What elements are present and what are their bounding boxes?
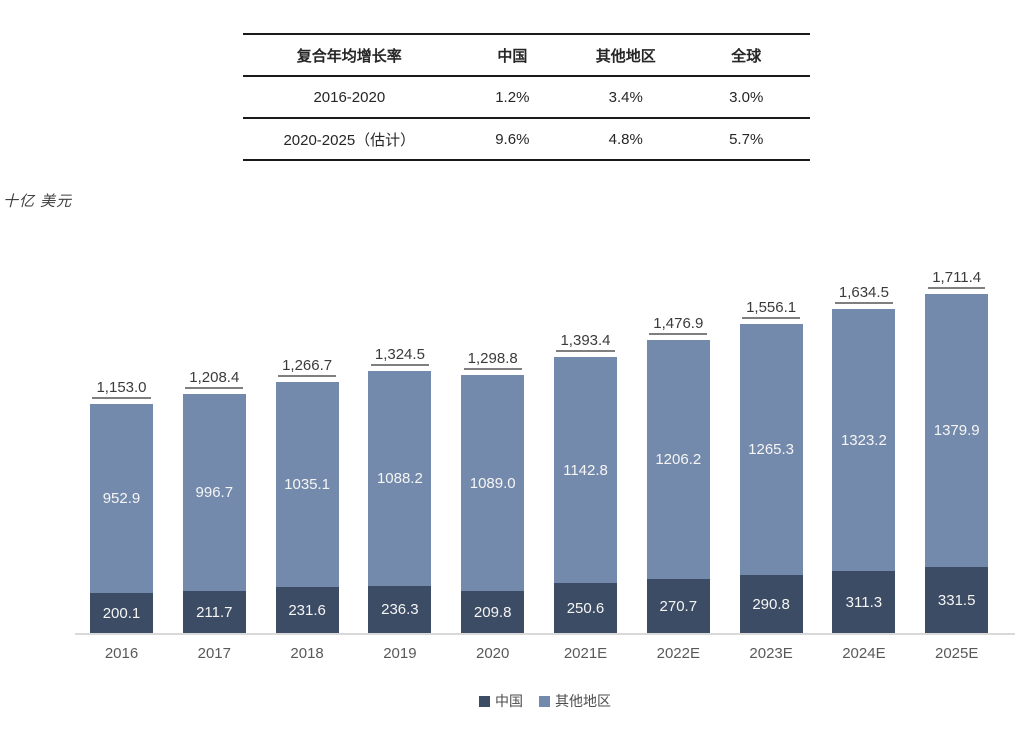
chart-legend: 中国 其他地区 (75, 691, 1015, 711)
cagr-header-china: 中国 (497, 47, 528, 65)
segment-other-regions: 1323.2 (832, 309, 896, 571)
bar-total-label: 1,634.5 (832, 284, 895, 304)
segment-china: 200.1 (90, 593, 153, 633)
segment-other-regions: 1089.0 (461, 375, 525, 591)
cagr-header-metric: 复合年均增长率 (296, 47, 402, 65)
segment-china: 250.6 (554, 583, 617, 633)
cagr-value-china: 1.2% (495, 88, 530, 106)
segment-china: 209.8 (461, 591, 525, 633)
segment-other-regions: 1142.8 (554, 357, 617, 583)
segment-china: 311.3 (832, 571, 896, 633)
bar-2020: 1,298.8 1089.0 209.8 (461, 350, 525, 633)
x-axis-line (75, 633, 1015, 635)
bar-2022E: 1,476.9 1206.2 270.7 (646, 315, 710, 633)
bar-total-label: 1,476.9 (647, 315, 710, 335)
bar-total-label: 1,298.8 (461, 350, 524, 370)
x-axis-label-2024E: 2024E (842, 645, 886, 662)
legend-item-其他地区: 其他地区 (539, 691, 611, 711)
segment-china: 211.7 (182, 591, 246, 633)
x-axis-label-2021E: 2021E (563, 645, 608, 662)
x-axis-label-2016: 2016 (104, 645, 139, 662)
y-axis-unit-label: 十亿 美元 (3, 193, 73, 210)
x-axis-label-2017: 2017 (197, 645, 231, 662)
x-axis-label-2019: 2019 (383, 645, 417, 662)
cagr-row-2016-2020: 2016-2020 1.2% 3.4% 3.0% (243, 76, 810, 118)
cagr-value-global: 3.0% (729, 88, 764, 106)
bar-2025E: 1,711.4 1379.9 331.5 (925, 269, 989, 633)
bar-2018: 1,266.7 1035.1 231.6 (275, 357, 339, 633)
bar-total-label: 1,324.5 (368, 346, 431, 366)
segment-other-regions: 1379.9 (925, 294, 989, 567)
legend-label: 中国 (495, 693, 523, 709)
segment-china: 331.5 (925, 567, 989, 633)
legend-label: 其他地区 (555, 693, 611, 709)
bar-total-label: 1,266.7 (276, 357, 339, 377)
bar-2023E: 1,556.1 1265.3 290.8 (739, 299, 803, 633)
x-axis-label-2022E: 2022E (656, 645, 700, 662)
bar-2021E: 1,393.4 1142.8 250.6 (554, 332, 617, 633)
segment-other-regions: 1265.3 (739, 324, 803, 575)
cagr-value-global: 5.7% (729, 130, 764, 148)
legend-swatch-icon (539, 695, 550, 707)
cagr-value-china: 9.6% (495, 130, 530, 148)
bar-total-label: 1,393.4 (554, 332, 617, 352)
legend-item-中国: 中国 (479, 691, 523, 711)
cagr-header-other-regions: 其他地区 (595, 47, 656, 65)
x-axis-label-2020: 2020 (476, 645, 510, 662)
bar-2024E: 1,634.5 1323.2 311.3 (832, 284, 896, 633)
x-axis-label-2018: 2018 (290, 645, 324, 662)
cagr-row-label: 2020-2025（估计） (283, 131, 416, 149)
bar-2019: 1,324.5 1088.2 236.3 (368, 346, 432, 633)
cagr-row-2020-2025: 2020-2025（估计） 9.6% 4.8% 5.7% (243, 118, 810, 160)
cagr-table: 复合年均增长率 中国 其他地区 全球 2016-2020 1.2% 3.4% 3… (243, 33, 810, 161)
cagr-header-global: 全球 (731, 47, 762, 65)
segment-china: 236.3 (368, 586, 432, 633)
bar-2016: 1,153.0 952.9 200.1 (90, 379, 153, 633)
segment-other-regions: 952.9 (90, 404, 153, 593)
bar-total-label: 1,208.4 (183, 369, 246, 389)
bar-total-label: 1,153.0 (90, 379, 153, 399)
segment-china: 270.7 (646, 579, 710, 633)
cagr-value-other-regions: 3.4% (608, 88, 643, 106)
segment-china: 231.6 (275, 587, 339, 633)
segment-other-regions: 1206.2 (646, 340, 710, 579)
cagr-row-label: 2016-2020 (313, 88, 386, 106)
segment-china: 290.8 (739, 575, 803, 633)
bar-total-label: 1,556.1 (740, 299, 803, 319)
x-axis-label-2025E: 2025E (935, 645, 979, 662)
segment-other-regions: 1088.2 (368, 371, 432, 586)
cagr-table-header-row: 复合年均增长率 中国 其他地区 全球 (243, 34, 810, 76)
segment-other-regions: 996.7 (182, 394, 246, 591)
bar-2017: 1,208.4 996.7 211.7 (182, 369, 246, 633)
segment-other-regions: 1035.1 (275, 382, 339, 587)
bar-total-label: 1,711.4 (925, 269, 988, 289)
legend-swatch-icon (479, 695, 490, 707)
x-axis-label-2023E: 2023E (749, 645, 793, 662)
cagr-value-other-regions: 4.8% (608, 130, 643, 148)
